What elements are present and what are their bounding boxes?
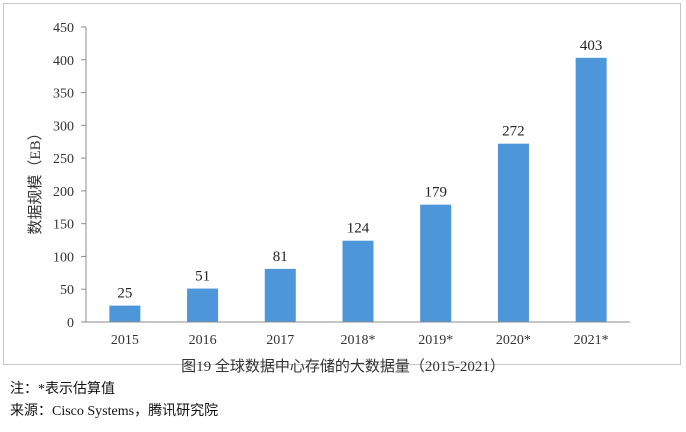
bar-chart: 0 50 100 150 200 250 300 350 400 450 25 51 81 124 179… bbox=[27, 21, 630, 348]
x-tick-label: 2016 bbox=[189, 333, 217, 348]
y-axis: 0 50 100 150 200 250 300 350 400 450 bbox=[53, 21, 87, 331]
y-axis-title: 数据规模（EB） bbox=[27, 125, 44, 234]
bar bbox=[264, 268, 296, 322]
data-label: 272 bbox=[502, 124, 525, 140]
x-axis: 2015 2016 2017 2018* 2019* 2020* 2021* bbox=[86, 321, 630, 348]
bar bbox=[187, 288, 219, 322]
data-label: 51 bbox=[195, 269, 210, 285]
bar bbox=[109, 305, 141, 322]
data-label: 403 bbox=[580, 38, 603, 54]
bars: 25 51 81 124 179 272 403 bbox=[109, 38, 607, 323]
x-tick-label: 2021* bbox=[574, 333, 609, 348]
x-tick-label: 2018* bbox=[341, 333, 376, 348]
y-tick-label: 350 bbox=[53, 87, 74, 102]
source-note: 来源：Cisco Systems，腾讯研究院 bbox=[10, 404, 219, 419]
data-label: 25 bbox=[117, 286, 132, 302]
y-tick-label: 50 bbox=[60, 283, 74, 298]
y-tick-label: 300 bbox=[53, 119, 74, 134]
y-tick-label: 400 bbox=[53, 54, 74, 69]
y-tick-label: 450 bbox=[53, 21, 74, 36]
x-tick-label: 2020* bbox=[496, 333, 531, 348]
bar bbox=[420, 204, 452, 322]
y-tick-label: 250 bbox=[53, 152, 74, 167]
x-tick-label: 2015 bbox=[111, 333, 139, 348]
bar bbox=[575, 57, 607, 323]
bar bbox=[342, 240, 374, 322]
y-tick-label: 0 bbox=[67, 316, 74, 331]
y-tick-label: 150 bbox=[53, 218, 74, 233]
data-label: 179 bbox=[424, 185, 447, 201]
estimate-note: 注：*表示估算值 bbox=[10, 382, 115, 397]
y-tick-label: 200 bbox=[53, 185, 74, 200]
bar bbox=[497, 143, 529, 322]
chart-frame bbox=[3, 3, 681, 365]
data-label: 81 bbox=[273, 249, 288, 265]
x-tick-label: 2017 bbox=[266, 333, 294, 348]
x-tick-label: 2019* bbox=[418, 333, 453, 348]
figure-caption: 图19 全球数据中心存储的大数据量（2015-2021） bbox=[181, 359, 505, 375]
data-label: 124 bbox=[347, 221, 370, 237]
y-tick-label: 100 bbox=[53, 250, 74, 265]
